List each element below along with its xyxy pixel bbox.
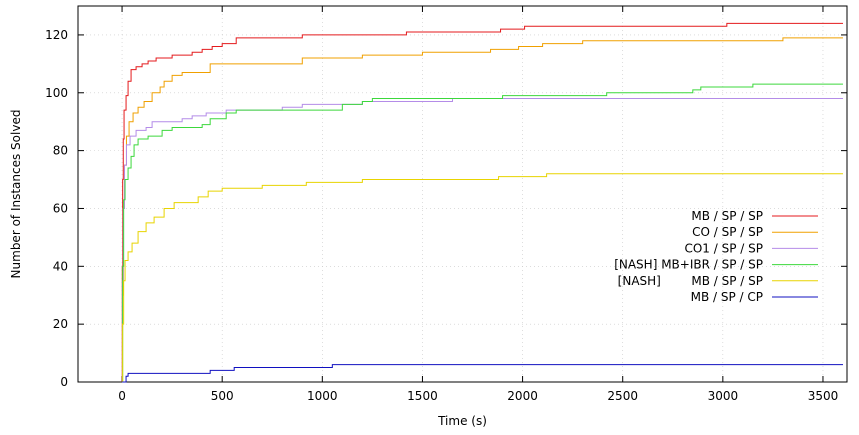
x-tick-label: 1000 <box>307 389 338 403</box>
x-tick-label: 3500 <box>808 389 839 403</box>
legend-label-6: MB / SP / CP <box>691 290 763 304</box>
x-axis-label: Time (s) <box>437 414 487 428</box>
y-tick-label: 20 <box>53 317 68 331</box>
y-axis-label: Number of Instances Solved <box>9 110 23 279</box>
legend-label-2: CO / SP / SP <box>692 225 763 239</box>
y-tick-label: 0 <box>60 375 68 389</box>
legend-label-3: CO1 / SP / SP <box>684 241 763 255</box>
legend-label-4: [NASH] MB+IBR / SP / SP <box>614 258 763 272</box>
plot-area-frame <box>77 5 848 383</box>
series-line-3 <box>121 98 843 383</box>
series-line-6 <box>122 364 843 383</box>
axis-ticks: 0 500 1000 1500 2000 2500 3000 3500 0 20 40 60 80 100… <box>45 6 847 403</box>
x-tick-label: 1500 <box>407 389 438 403</box>
y-tick-label: 40 <box>53 259 68 273</box>
x-tick-label: 3000 <box>708 389 739 403</box>
series-line-5 <box>122 173 843 383</box>
legend: MB / SP / SP CO / SP / SP CO1 / SP / SP [NA… <box>614 209 818 304</box>
series-lines <box>121 22 843 383</box>
x-tick-label: 2500 <box>607 389 638 403</box>
x-tick-label: 2000 <box>507 389 538 403</box>
legend-label-1: MB / SP / SP <box>691 209 763 223</box>
legend-label-5: [NASH] MB / SP / SP <box>618 274 763 288</box>
grid-lines <box>78 6 847 383</box>
y-tick-label: 120 <box>45 28 68 42</box>
x-tick-label: 500 <box>211 389 234 403</box>
y-tick-label: 80 <box>53 144 68 158</box>
y-tick-label: 100 <box>45 86 68 100</box>
y-tick-label: 60 <box>53 201 68 215</box>
series-line-1 <box>121 22 843 383</box>
x-tick-label: 0 <box>118 389 126 403</box>
series-line-4 <box>122 83 843 383</box>
